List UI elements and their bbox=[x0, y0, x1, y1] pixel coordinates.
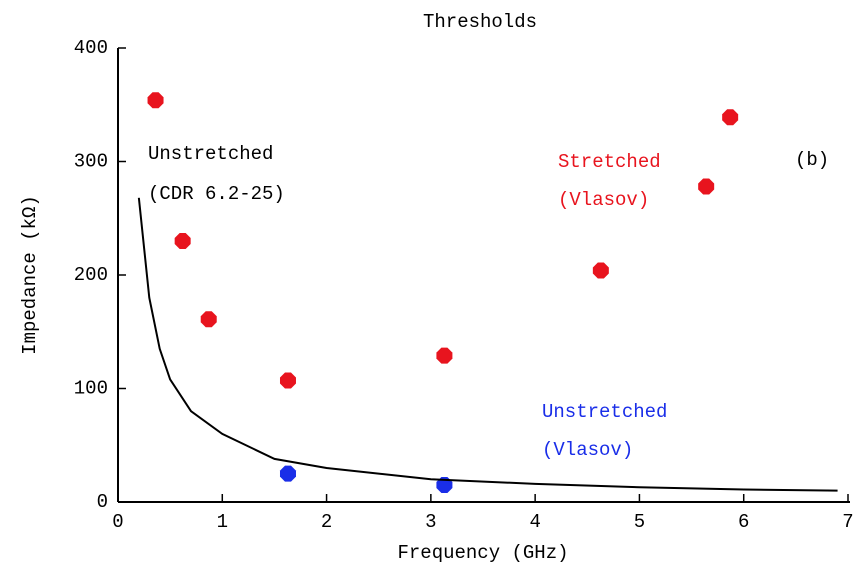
point bbox=[436, 347, 453, 364]
y-tick-label: 400 bbox=[74, 37, 108, 59]
y-tick-label: 100 bbox=[74, 378, 108, 400]
x-tick-label: 0 bbox=[112, 511, 123, 533]
x-tick-label: 1 bbox=[217, 511, 228, 533]
point bbox=[279, 465, 296, 482]
y-tick-label: 200 bbox=[74, 264, 108, 286]
y-tick-label: 0 bbox=[97, 491, 108, 513]
x-tick-label: 6 bbox=[738, 511, 749, 533]
point bbox=[698, 178, 715, 195]
point bbox=[200, 311, 217, 328]
x-tick-label: 2 bbox=[321, 511, 332, 533]
point bbox=[279, 372, 296, 389]
y-axis-label: Impedance (kΩ) bbox=[19, 195, 41, 355]
x-tick-label: 5 bbox=[634, 511, 645, 533]
x-axis-label: Frequency (GHz) bbox=[397, 542, 568, 564]
point bbox=[592, 262, 609, 279]
point bbox=[174, 232, 191, 249]
threshold-curve bbox=[137, 197, 838, 492]
chart-title: Thresholds bbox=[423, 11, 537, 33]
x-tick-label: 3 bbox=[425, 511, 436, 533]
annotation: Unstretched bbox=[148, 143, 273, 165]
annotation: (Vlasov) bbox=[542, 439, 633, 461]
point bbox=[147, 92, 164, 109]
point bbox=[722, 109, 739, 126]
annotation: (CDR 6.2-25) bbox=[148, 183, 285, 205]
y-tick-label: 300 bbox=[74, 151, 108, 173]
annotation: Unstretched bbox=[542, 401, 667, 423]
x-tick-label: 7 bbox=[842, 511, 853, 533]
annotation: Stretched bbox=[558, 151, 661, 173]
annotation: (b) bbox=[795, 149, 829, 171]
x-tick-label: 4 bbox=[529, 511, 540, 533]
annotation: (Vlasov) bbox=[558, 189, 649, 211]
